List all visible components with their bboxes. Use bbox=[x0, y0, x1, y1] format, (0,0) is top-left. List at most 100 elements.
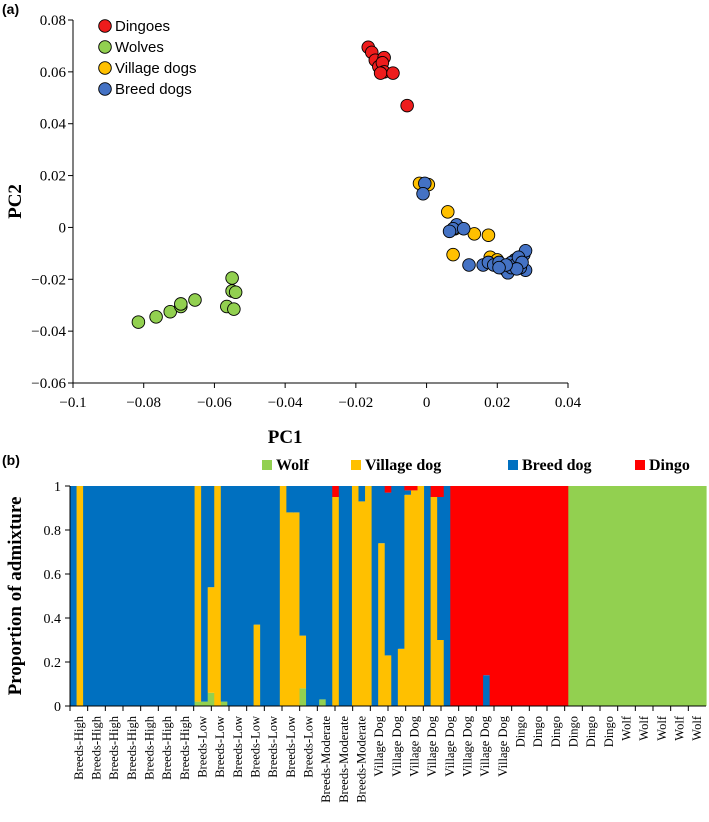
bar-segment-breed bbox=[391, 486, 399, 706]
data-point-wolves bbox=[228, 285, 243, 300]
x-category-label: Village Dog bbox=[390, 715, 404, 776]
x-category-label: Village Dog bbox=[461, 715, 475, 776]
legend-label-wolf: Wolf bbox=[276, 457, 310, 474]
y-tick-label: 1 bbox=[54, 480, 61, 495]
x-tick-label: −0.08 bbox=[126, 395, 161, 411]
bar-segment-village bbox=[194, 486, 202, 702]
bar-segment-wolf bbox=[646, 486, 655, 706]
bars bbox=[70, 486, 707, 706]
data-point-village-dogs bbox=[446, 247, 460, 262]
bar-segment-breed bbox=[142, 486, 150, 706]
bar-segment-wolf bbox=[679, 486, 687, 706]
data-point-wolves bbox=[131, 315, 146, 329]
bar-segment-breed bbox=[181, 486, 189, 706]
bar-segment-breed bbox=[201, 486, 209, 702]
bar-segment-breed bbox=[83, 486, 91, 706]
bar-segment-breed bbox=[247, 486, 255, 706]
x-category-label: Wolf bbox=[637, 715, 651, 741]
panel-label-b: (b) bbox=[2, 452, 20, 468]
bar-segment-breed bbox=[483, 675, 491, 706]
x-category-label: Breeds-High bbox=[107, 715, 121, 780]
legend-marker-village-dogs bbox=[98, 61, 112, 75]
bar-segment-wolf bbox=[220, 701, 228, 706]
x-category-label: Breeds-High bbox=[90, 715, 104, 780]
series-breed-dogs bbox=[416, 176, 533, 280]
data-point-breed-dogs bbox=[462, 258, 476, 272]
legend-swatch-dingo bbox=[635, 460, 645, 470]
x-category-label: Village Dog bbox=[496, 715, 510, 776]
legend: Dingoes Wolves Village dogs Breed dogs bbox=[98, 18, 196, 98]
series-wolves bbox=[131, 271, 243, 329]
bar-segment-breed bbox=[286, 486, 294, 513]
bar-segment-breed bbox=[424, 486, 432, 706]
x-category-label: Dingo bbox=[584, 716, 598, 747]
bar-segment-dingo bbox=[476, 486, 484, 706]
x-tick-label: −0.02 bbox=[338, 395, 373, 411]
legend: Wolf Village dog Breed dog Dingo bbox=[262, 457, 690, 474]
bar-segment-village bbox=[417, 486, 425, 706]
bar-segment-breed bbox=[161, 486, 169, 706]
bar-segment-breed bbox=[345, 486, 353, 706]
bar-segment-village bbox=[404, 494, 412, 706]
legend-label-village-dogs: Village dogs bbox=[115, 60, 196, 77]
bar-segment-dingo bbox=[528, 486, 537, 706]
data-point-wolves bbox=[174, 297, 188, 311]
bar-segment-wolf bbox=[207, 692, 215, 706]
bar-segment-village bbox=[253, 624, 261, 706]
x-tick-label: −0.06 bbox=[197, 395, 232, 411]
bar-segment-dingo bbox=[496, 486, 504, 706]
bar-segment-village bbox=[358, 501, 366, 706]
x-category-label: Breeds-High bbox=[125, 715, 139, 780]
bar-segment-breed bbox=[135, 486, 143, 706]
x-category-label: Dingo bbox=[549, 716, 563, 747]
bar-segment-wolf bbox=[614, 486, 622, 706]
legend-swatch-village-dog bbox=[351, 460, 361, 470]
data-point-breed-dogs bbox=[416, 186, 430, 201]
bar-segment-village bbox=[384, 655, 392, 706]
bar-segment-breed bbox=[260, 486, 268, 706]
bar-segment-breed bbox=[404, 490, 412, 495]
bar-segment-breed bbox=[319, 486, 327, 700]
x-tick-label: −0.1 bbox=[59, 395, 86, 411]
bar-segment-village bbox=[365, 486, 373, 706]
legend-swatch-wolf bbox=[262, 460, 272, 470]
bar-segment-breed bbox=[299, 486, 307, 636]
bar-segment-village bbox=[437, 640, 445, 706]
bar-segment-village bbox=[76, 486, 84, 706]
x-category-label: Wolf bbox=[620, 715, 634, 741]
legend-label-village-dog: Village dog bbox=[365, 457, 441, 474]
x-category-label: Breeds-Moderate bbox=[337, 716, 351, 803]
bar-segment-breed bbox=[338, 486, 346, 706]
bar-segment-breed bbox=[220, 486, 228, 702]
bar-segment-breed bbox=[115, 486, 124, 706]
legend-label-breed-dog: Breed dog bbox=[522, 457, 591, 474]
x-tick-label: −0.04 bbox=[268, 395, 303, 411]
bar-segment-dingo bbox=[483, 486, 491, 676]
data-point-wolves bbox=[149, 310, 163, 324]
panel-label-a: (a) bbox=[2, 1, 19, 17]
x-category-label: Village Dog bbox=[408, 715, 422, 776]
bar-segment-breed bbox=[397, 486, 405, 649]
bar-segment-breed bbox=[266, 486, 274, 706]
bar-segment-dingo bbox=[522, 486, 530, 706]
legend-label-breed-dogs: Breed dogs bbox=[115, 81, 192, 98]
x-category-label: Dingo bbox=[567, 716, 581, 747]
bar-segment-village bbox=[378, 543, 386, 706]
data-point-dingoes bbox=[400, 98, 414, 113]
x-category-label: Wolf bbox=[655, 715, 669, 741]
y-tick-label: −0.02 bbox=[31, 272, 66, 288]
x-category-label: Breeds-Low bbox=[231, 716, 245, 778]
bar-segment-breed bbox=[273, 486, 281, 706]
data-point-village-dogs bbox=[441, 205, 455, 219]
bar-segment-dingo bbox=[469, 486, 478, 706]
y-tick-label: −0.06 bbox=[31, 376, 66, 392]
bar-segment-breed bbox=[168, 486, 176, 706]
x-axis-title: PC1 bbox=[268, 427, 303, 448]
x-category-label: Breeds-High bbox=[72, 715, 86, 780]
bar-segment-dingo bbox=[437, 486, 445, 497]
x-category-label: Village Dog bbox=[478, 715, 492, 776]
bar-segment-breed bbox=[174, 486, 183, 706]
x-category-label: Breeds-Low bbox=[284, 716, 298, 778]
bar-segment-dingo bbox=[535, 486, 543, 706]
